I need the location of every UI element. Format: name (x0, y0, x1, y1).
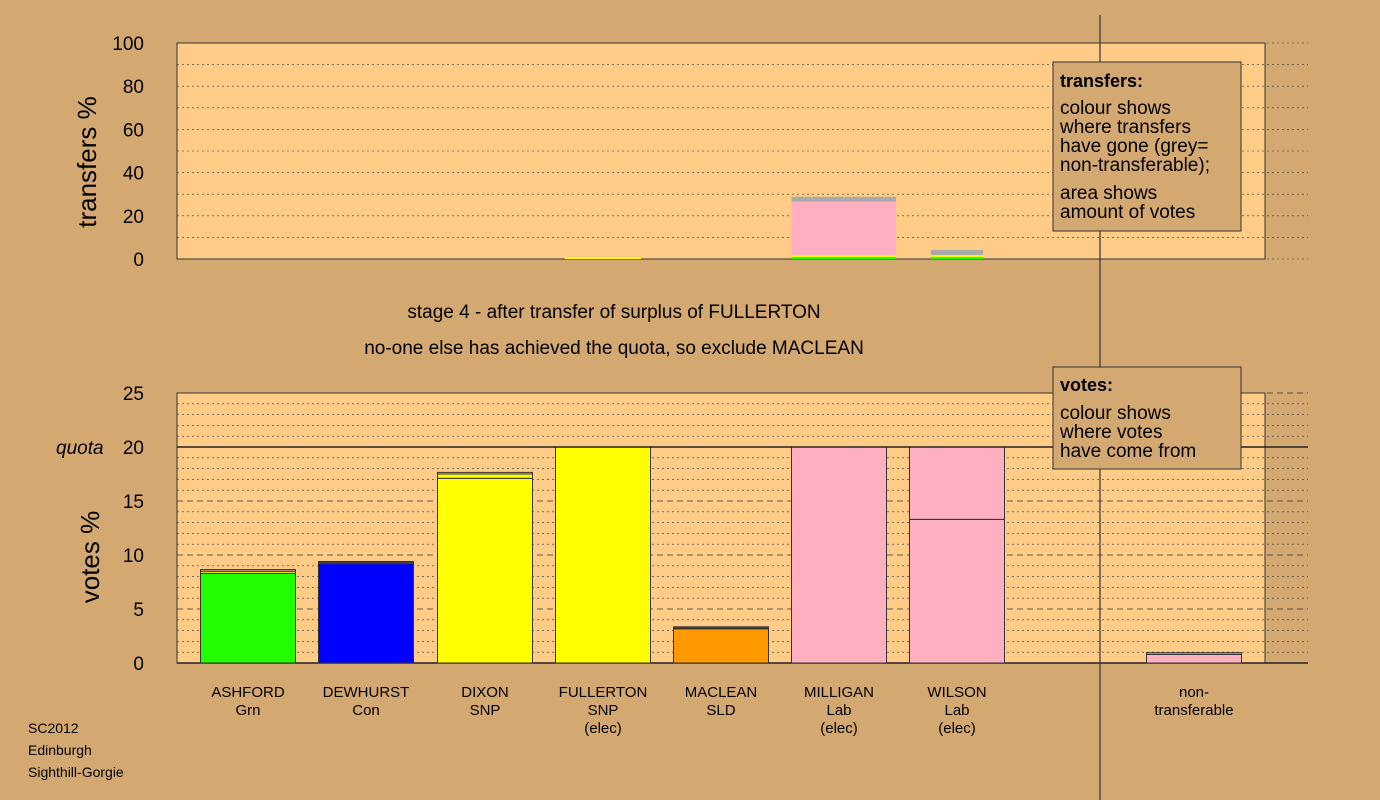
transfers-tick-label: 60 (123, 120, 144, 141)
footer-line: Edinburgh (28, 742, 92, 758)
votes-tick-labels: 0 5 10 15 20 25 (123, 384, 144, 675)
transfers-legend-line: where transfers (1059, 117, 1191, 138)
votes-tick-label: 15 (123, 492, 144, 513)
transfer-bar-segment (791, 201, 896, 256)
candidate-label: MILLIGAN (804, 684, 874, 701)
transfers-tick-labels: 0 20 40 60 80 100 (112, 34, 144, 271)
votes-legend-line: colour shows (1060, 403, 1171, 424)
votes-tick-label: 5 (133, 600, 144, 621)
candidate-label: Con (352, 702, 380, 719)
candidate-label: WILSON (927, 684, 986, 701)
votes-tick-label: 0 (133, 654, 144, 675)
candidate-label: Lab (944, 702, 969, 719)
vote-bar-segment (437, 477, 533, 664)
transfer-bar-segment (930, 256, 984, 259)
vote-bar-segment (318, 560, 414, 564)
transfer-bar-segment (791, 256, 896, 259)
votes-legend-line: have come from (1060, 441, 1196, 462)
candidate-label: (elec) (938, 720, 976, 737)
footer-line: Sighthill-Gorgie (28, 764, 124, 780)
transfers-legend-title: transfers: (1060, 71, 1143, 91)
votes-axis-title: votes % (75, 511, 105, 604)
vote-bar-segment (200, 572, 296, 664)
candidate-label: ASHFORD (211, 684, 285, 701)
vote-bar-segment (437, 473, 533, 479)
vote-bar-segment (791, 446, 887, 664)
transfers-axis-title: transfers % (72, 96, 102, 228)
non-transferable-label: non- (1179, 684, 1209, 701)
exclusion-description: no-one else has achieved the quota, so e… (364, 338, 864, 359)
transfer-bar-segment (791, 255, 896, 257)
candidate-label: SLD (706, 702, 735, 719)
candidate-label: SNP (470, 702, 501, 719)
quota-label: quota (56, 438, 104, 459)
transfers-tick-label: 100 (112, 34, 144, 55)
vote-bar-segment (437, 471, 533, 475)
candidate-label: DIXON (461, 684, 509, 701)
candidate-labels: ASHFORDGrnDEWHURSTConDIXONSNPFULLERTONSN… (211, 684, 1233, 737)
votes-legend-box (1052, 366, 1242, 470)
transfers-legend-line: area shows (1060, 183, 1157, 204)
candidate-label: MACLEAN (685, 684, 758, 701)
transfers-legend-line: have gone (grey= (1060, 136, 1208, 157)
transfers-tick-label: 40 (123, 164, 144, 185)
candidate-label: (elec) (584, 720, 622, 737)
transfer-bar-segment (930, 249, 984, 256)
vote-bar-segment (909, 446, 1005, 520)
transfers-tick-label: 80 (123, 77, 144, 98)
votes-legend-title: votes: (1060, 375, 1113, 395)
transfers-bars (565, 196, 984, 259)
transfers-tick-label: 0 (133, 250, 144, 271)
vote-bar-segment (555, 446, 651, 664)
vote-bar-segment (318, 563, 414, 664)
footer: SC2012 Edinburgh Sighthill-Gorgie (28, 720, 124, 780)
stage-description: stage 4 - after transfer of surplus of F… (407, 302, 820, 323)
vote-bar-segment (200, 569, 296, 572)
non-transferable-label: transferable (1154, 702, 1233, 719)
transfers-tick-label: 20 (123, 207, 144, 228)
vote-bar-segment (673, 626, 769, 629)
transfers-legend-line: amount of votes (1060, 202, 1195, 223)
transfer-bar-segment (565, 257, 641, 259)
votes-bars (200, 446, 1242, 664)
non-transferable-bar-segment (1146, 652, 1242, 655)
candidate-label: DEWHURST (323, 684, 410, 701)
votes-legend-line: where votes (1059, 422, 1162, 443)
votes-tick-label: 10 (123, 546, 144, 567)
candidate-label: SNP (588, 702, 619, 719)
candidate-label: FULLERTON (559, 684, 648, 701)
votes-tick-label: 20 (123, 438, 144, 459)
votes-tick-label: 25 (123, 384, 144, 405)
vote-bar-segment (673, 627, 769, 664)
transfer-bar-segment (930, 255, 984, 257)
candidate-label: (elec) (820, 720, 858, 737)
transfers-legend-box (1052, 61, 1242, 232)
footer-line: SC2012 (28, 720, 79, 736)
candidate-label: Lab (826, 702, 851, 719)
transfers-gridlines (177, 42, 1308, 260)
transfer-bar-segment (791, 196, 896, 202)
transfers-legend-line: colour shows (1060, 98, 1171, 119)
non-transferable-bar-segment (1146, 653, 1242, 664)
transfers-legend-line: non-transferable); (1060, 155, 1210, 176)
candidate-label: Grn (235, 702, 260, 719)
vote-bar-segment (909, 518, 1005, 664)
